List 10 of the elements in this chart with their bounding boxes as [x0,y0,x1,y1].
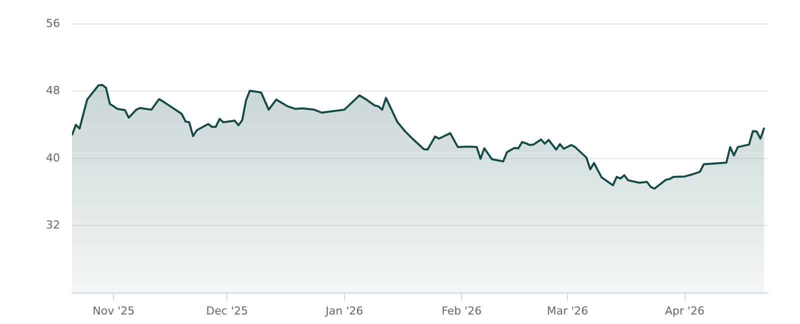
x-tick-label: Feb '26 [442,304,482,318]
y-tick-label: 56 [46,16,60,30]
x-tick-label: Apr '26 [665,304,705,318]
x-tick-label: Nov '25 [92,304,135,318]
x-tick-label: Jan '26 [324,304,364,318]
y-tick-label: 40 [46,151,60,164]
x-tick-label: Mar '26 [546,304,588,318]
y-tick-label: 32 [46,218,60,232]
y-tick-label: 48 [46,84,60,98]
x-tick-label: Dec '25 [206,304,248,318]
